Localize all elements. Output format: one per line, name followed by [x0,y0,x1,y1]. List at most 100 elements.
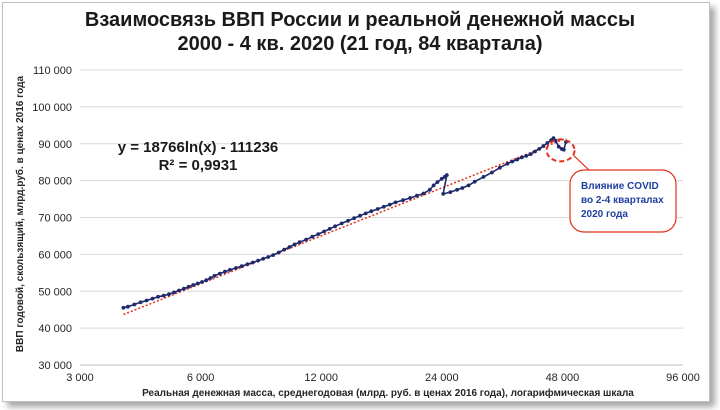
data-point [393,200,398,205]
y-tick-label: 60 000 [38,249,72,261]
data-point [304,237,308,242]
data-point [223,269,227,274]
data-point [381,204,386,209]
data-point [455,187,459,192]
data-point [545,141,550,145]
data-point [510,159,515,164]
data-point [490,170,494,175]
data-point [387,202,392,207]
data-point [208,276,213,280]
data-point [177,288,181,293]
data-point [505,161,510,166]
data-point [322,229,326,234]
data-point [439,176,444,181]
trendline-equation: y = 18766ln(x) - 111236 [118,139,279,156]
data-point [435,180,440,185]
data-point [191,283,196,287]
data-point [375,207,380,211]
y-tick-label: 90 000 [38,139,72,151]
x-tick-label: 6 000 [187,372,215,384]
x-tick-label: 3 000 [66,372,94,384]
chart-title-line2: 2000 - 4 кв. 2020 (21 год, 84 квартала) [177,33,543,55]
data-point [250,260,255,265]
data-point [276,250,281,255]
x-tick-labels: 3 000 6 000 12 000 24 000 48 000 96 000 [66,372,700,384]
data-point [316,232,321,237]
trendline [123,137,567,316]
data-point [431,183,436,188]
data-point [339,221,344,226]
data-point [401,198,405,203]
data-point [415,193,419,198]
chart-title: Взаимосвязь ВВП России и реальной денежн… [0,8,720,56]
chart-title-line1: Взаимосвязь ВВП России и реальной денежн… [84,9,636,31]
y-tick-labels: 30 000 40 000 50 000 60 000 70 000 80 000 90 0… [32,65,72,372]
y-tick-label: 30 000 [38,360,72,372]
data-point [204,278,209,283]
covid-annotation: Влияние COVID во 2-4 кварталах 2020 года [545,138,677,233]
y-tick-label: 50 000 [38,286,72,298]
data-point [408,196,412,200]
data-point [358,213,362,218]
y-tick-label: 70 000 [38,213,72,225]
data-point [427,187,432,192]
data-point [537,147,542,151]
data-point [282,247,287,252]
x-tick-label: 24 000 [425,372,459,384]
x-tick-label: 48 000 [546,372,580,384]
data-point [256,258,260,263]
data-point [217,271,222,276]
data-point [515,157,519,162]
data-point [421,191,426,196]
data-point [150,296,155,301]
x-tick-label: 96 000 [666,372,700,384]
data-point [448,190,453,195]
data-point [561,147,566,152]
covid-callout-line1: Влияние COVID [581,181,659,192]
data-point [524,154,529,158]
data-point [261,256,266,261]
x-axis-label: Реальная денежная масса, среднегодовая (… [142,387,634,399]
data-point [472,179,477,184]
data-point [195,281,200,286]
data-point [551,136,556,141]
covid-callout-box [569,169,677,233]
y-tick-label: 100 000 [32,102,72,114]
data-point [161,293,166,298]
data-point [541,144,546,148]
data-point [182,286,186,291]
data-point [266,255,271,259]
data-point [310,234,315,239]
data-point [497,165,502,170]
data-point [441,192,446,196]
covid-connector [573,154,591,172]
data-point [138,300,143,305]
data-point [292,242,297,247]
data-point [132,302,137,307]
data-point [167,292,171,297]
data-point [466,183,471,188]
data-point [121,305,126,310]
data-point [228,268,232,272]
data-point [327,227,332,231]
data-point [533,149,537,154]
data-point [186,284,191,289]
y-axis-label: ВВП годовой, скользящий, млрд.руб. в цен… [14,76,26,353]
covid-callout-line2: во 2-4 кварталах [581,195,664,206]
data-point [156,294,161,299]
data-point [234,266,238,270]
data-point [363,211,368,216]
data-point [212,273,217,278]
covid-callout-line3: 2020 года [581,209,628,220]
data-point [239,264,244,269]
data-point [297,240,302,245]
x-tick-label: 12 000 [304,372,338,384]
data-point [460,186,465,190]
data-point [346,218,350,223]
data-point [200,280,204,284]
y-tick-label: 40 000 [38,323,72,335]
data-point [369,209,374,214]
data-point [444,173,449,178]
data-point [144,298,149,303]
